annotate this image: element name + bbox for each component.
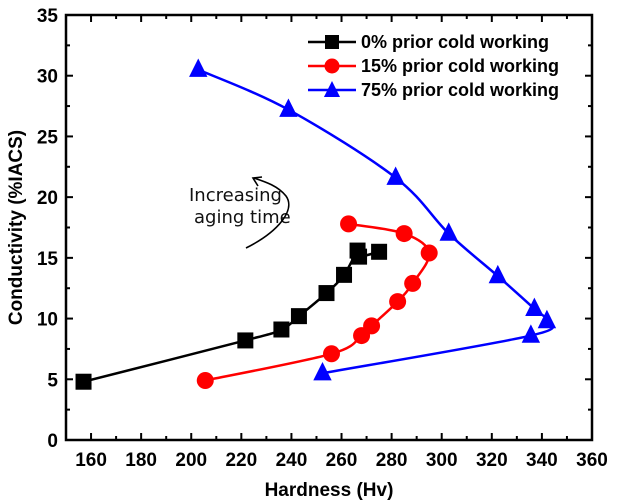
data-point xyxy=(351,248,368,265)
data-point xyxy=(318,285,335,302)
data-point xyxy=(340,215,358,233)
y-tick-label: 20 xyxy=(37,188,58,209)
legend-label: 15% prior cold working xyxy=(361,56,559,76)
x-tick-label: 240 xyxy=(276,450,308,471)
data-point xyxy=(323,345,341,363)
x-tick-label: 300 xyxy=(426,450,458,471)
data-point xyxy=(439,222,458,241)
data-point xyxy=(537,309,557,329)
legend: 0% prior cold working 15% prior cold work… xyxy=(308,32,559,100)
data-point xyxy=(336,266,353,283)
data-point xyxy=(363,317,381,335)
data-point xyxy=(521,324,541,343)
y-axis-title: Conductivity (%IACS) xyxy=(6,130,27,325)
legend-label: 0% prior cold working xyxy=(361,32,549,52)
x-tick-label: 160 xyxy=(75,450,107,471)
x-tick-label: 340 xyxy=(526,450,558,471)
curved-arrow-icon xyxy=(245,177,290,249)
series-layer xyxy=(75,58,557,390)
x-tick-label: 320 xyxy=(476,450,508,471)
data-point xyxy=(488,264,508,284)
data-point xyxy=(395,225,413,243)
y-tick-label: 35 xyxy=(37,6,59,27)
data-point xyxy=(189,58,208,77)
annotation-text-line-2: aging time xyxy=(194,207,291,228)
y-tick-label: 30 xyxy=(37,67,58,88)
y-tick-label: 15 xyxy=(37,249,59,270)
data-point xyxy=(313,362,332,381)
data-point xyxy=(279,98,298,117)
y-tick-label: 5 xyxy=(47,370,58,391)
data-point xyxy=(75,373,92,390)
x-tick-label: 260 xyxy=(326,450,358,471)
data-point xyxy=(420,244,438,262)
data-point xyxy=(389,293,407,311)
legend-label: 75% prior cold working xyxy=(361,80,559,100)
x-axis-title: Hardness (Hv) xyxy=(265,480,394,501)
x-tick-label: 180 xyxy=(125,450,157,471)
axes: 160 180 200 220 240 260 280 300 320 340 360 0 5 10 15 2… xyxy=(6,6,608,501)
x-tick-label: 200 xyxy=(175,450,207,471)
y-tick-label: 0 xyxy=(47,431,58,452)
x-tick-label: 280 xyxy=(376,450,408,471)
legend-marker xyxy=(323,80,341,98)
legend-marker xyxy=(325,35,339,49)
series-2 xyxy=(189,58,557,381)
annotation-text-line-1: Increasing xyxy=(189,185,282,206)
data-point xyxy=(404,274,422,292)
arrowhead-icon xyxy=(251,176,263,187)
data-point xyxy=(290,308,307,325)
series-line xyxy=(83,248,380,383)
data-point xyxy=(237,332,254,349)
data-point xyxy=(273,321,290,338)
series-1 xyxy=(196,215,438,389)
x-tick-label: 360 xyxy=(576,450,608,471)
data-point xyxy=(196,372,214,389)
data-point xyxy=(525,297,544,317)
data-point xyxy=(371,243,388,260)
annotation: Increasing aging time xyxy=(189,176,291,249)
legend-marker xyxy=(324,58,340,74)
x-tick-label: 220 xyxy=(225,450,257,471)
y-tick-label: 25 xyxy=(37,127,59,148)
series-0 xyxy=(75,242,388,390)
y-tick-label: 10 xyxy=(37,310,58,331)
data-point xyxy=(386,166,405,185)
